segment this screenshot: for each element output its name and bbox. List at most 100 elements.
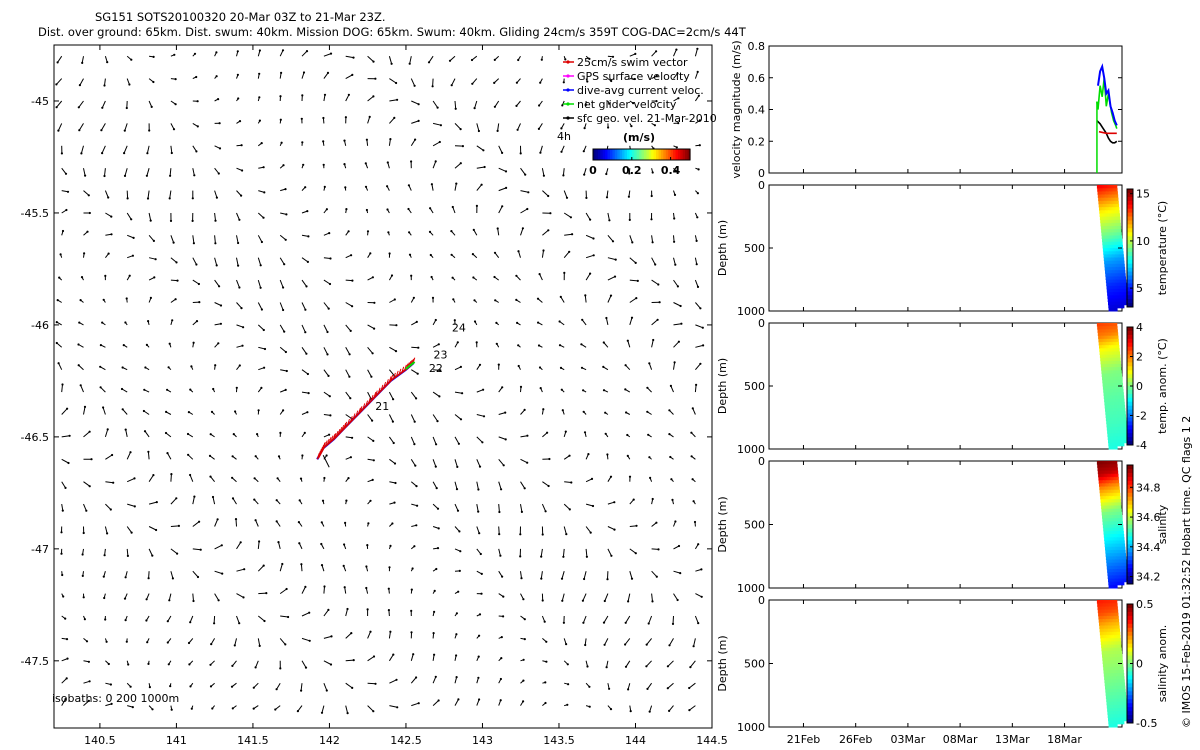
sal_anom-cell [1116,615,1119,620]
salinity-cell [1101,492,1104,497]
vector-head [602,621,606,624]
current-vector [367,414,373,421]
temp_anom-cbar-cell [1127,421,1133,426]
vector-head [609,475,613,478]
temp_anom-cell [1104,341,1107,346]
salinity-cell [1119,549,1122,554]
vector-head [253,477,256,480]
current-vector [563,251,570,259]
temp_anom-cell [1120,401,1122,406]
temperature-cell [1122,292,1125,296]
temp_anom-cell [1112,363,1115,368]
sal_anom-cell [1114,650,1117,655]
sal_anom-cell [1110,666,1113,671]
sal_anom-cell [1103,673,1106,677]
temp_anom-cell [1119,395,1122,399]
vector-head [110,233,113,236]
temp_anom-cell [1104,373,1107,377]
sal_anom-cell [1117,625,1120,630]
temp_anom-cell [1119,382,1122,387]
temp_anom-cell [1109,408,1112,412]
temp_anom-cell [1098,341,1101,346]
salinity-cell [1099,467,1101,472]
current-vector [81,56,84,63]
sal_anom-cell [1111,720,1114,725]
vector-head [231,707,234,710]
sal_anom-y-tick-label: 500 [744,658,765,671]
temperature-cbar-cell [1127,248,1133,253]
vector-head [352,56,355,59]
salinity-cbar-cell [1127,540,1133,545]
temperature-cell [1116,270,1119,274]
salinity-cell [1103,515,1106,519]
sal_anom-cbar-cell [1127,679,1133,684]
salinity-cell [1112,562,1115,567]
current-vector [210,638,216,645]
current-vector [432,141,441,147]
sal_anom-cell [1112,714,1114,718]
vector-head [111,453,114,457]
vector-head [650,194,653,198]
sal_anom-cell [1104,676,1106,680]
vector-head [671,498,674,501]
temp_anom-cell [1107,348,1110,352]
salinity-cbar-cell [1127,568,1133,573]
salinity-cell [1115,495,1118,500]
vector-head [275,499,278,502]
sal_anom-cbar-tick-label: -0.5 [1136,717,1157,730]
sal_anom-cell [1108,708,1111,712]
vector-head [347,230,350,233]
sal_anom-cell [1118,711,1121,715]
sal_anom-cell [1111,679,1114,684]
vector-head [231,476,234,479]
sal_anom-cell [1110,714,1113,718]
vector-head [328,232,331,235]
temp_anom-cell [1113,360,1116,365]
temp_anom-cbar-tick-label: -4 [1136,439,1147,452]
salinity-cell [1120,549,1123,554]
temperature-cbar-cell [1127,303,1133,308]
salinity-cell [1102,473,1105,478]
sal_anom-cell [1119,676,1122,680]
salinity-cell [1112,489,1115,494]
temp_anom-cell [1106,360,1109,365]
current-vector [168,593,172,601]
current-vector [367,436,374,442]
temp_anom-cell [1114,436,1117,440]
temperature-cell [1101,216,1104,221]
vector-head [176,552,179,555]
salinity-cell [1119,553,1122,557]
current-vector [388,631,391,639]
salinity-cell [1115,584,1118,589]
temperature-cell [1116,216,1119,221]
sal_anom-cell [1110,682,1113,687]
vector-head [211,495,215,499]
salinity-cell [1105,556,1108,560]
temperature-cell [1124,298,1127,302]
current-vector [148,474,154,482]
temp_anom-cell [1104,386,1107,390]
temp_anom-cell [1112,386,1115,390]
temperature-cell [1114,266,1117,271]
current-vector [83,700,90,706]
vector-head [655,74,658,78]
sal_anom-cell [1111,663,1114,668]
temperature-cell [1106,200,1109,205]
vector-head [592,254,595,257]
salinity-cell [1106,546,1109,551]
sal_anom-cell [1122,673,1125,677]
vector-head [541,533,544,536]
salinity-cell [1109,537,1112,541]
temperature-cell [1119,238,1121,243]
vector-head [364,185,368,188]
temp_anom-cell [1117,348,1120,352]
temp_anom-cell [1118,357,1121,362]
vector-head [515,104,518,107]
salinity-cell [1104,521,1106,525]
temperature-cell [1104,232,1107,236]
vector-head [604,411,607,414]
temperature-cell [1109,273,1112,277]
current-vector [279,324,285,332]
temp_anom-cell [1112,392,1114,396]
